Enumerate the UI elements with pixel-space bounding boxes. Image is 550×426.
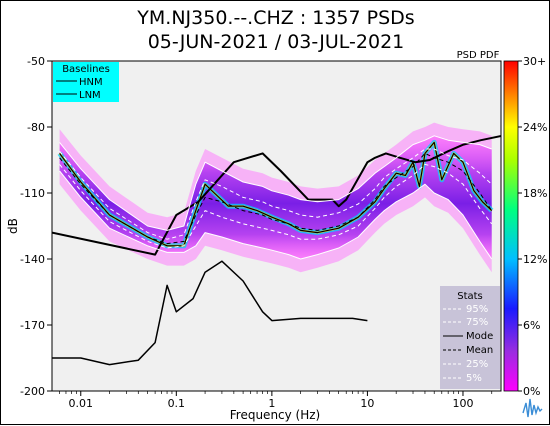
- series-line-mode: [59, 141, 493, 247]
- colorbar-label: PSD PDF: [457, 50, 500, 61]
- stats-legend: Stats 95% 75% Mode Mean 25% 5%: [440, 286, 500, 389]
- series-lines: [52, 134, 501, 366]
- y-tick-label: -140: [20, 253, 45, 266]
- colorbar-ticks: 30+ 24% 18% 12% 6% 0%: [518, 55, 547, 398]
- x-axis: 0.01 0.1 1 10 100: [59, 391, 493, 410]
- y-axis-label: dB: [6, 218, 20, 234]
- x-tick-label: 100: [452, 397, 473, 410]
- lnm-legend-label: LNM: [79, 90, 101, 101]
- waveform-logo-icon: [522, 398, 543, 418]
- p75-legend-label: 75%: [466, 317, 488, 328]
- stats-title: Stats: [457, 291, 483, 302]
- pdf-main-band: [59, 135, 492, 259]
- colorbar: [503, 60, 519, 392]
- p25-legend-label: 25%: [466, 359, 488, 370]
- p5-legend-label: 5%: [466, 373, 482, 384]
- baselines-title: Baselines: [62, 64, 110, 75]
- hnm-legend-label: HNM: [79, 77, 103, 88]
- x-axis-label: Frequency (Hz): [230, 408, 321, 422]
- y-axis: -50 -80 -110 -140 -170 -200: [20, 55, 52, 398]
- p95-legend-label: 95%: [466, 304, 488, 315]
- x-tick-label: 0.1: [168, 397, 186, 410]
- x-tick-label: 10: [360, 397, 374, 410]
- colorbar-tick-label: 12%: [523, 253, 547, 266]
- y-tick-label: -50: [27, 55, 45, 68]
- chart-subtitle: 05-JUN-2021 / 03-JUL-2021: [147, 31, 405, 53]
- chart-title: YM.NJ350.--.CHZ : 1357 PSDs: [137, 7, 415, 29]
- series-line-25pct: [59, 163, 493, 249]
- y-tick-label: -200: [20, 385, 45, 398]
- colorbar-tick-label: 24%: [523, 121, 547, 134]
- mean-legend-label: Mean: [466, 345, 493, 356]
- y-tick-label: -170: [20, 319, 45, 332]
- colorbar-tick-label: 30+: [523, 55, 546, 68]
- y-tick-label: -110: [20, 187, 45, 200]
- series-line-95pct: [59, 135, 492, 231]
- baselines-legend-bg: [53, 62, 119, 102]
- stats-legend-bg: [440, 286, 500, 389]
- colorbar-tick-label: 0%: [523, 385, 540, 398]
- y-tick-label: -80: [27, 121, 45, 134]
- series-line-75pct: [59, 148, 493, 240]
- mode-legend-label: Mode: [466, 331, 493, 342]
- series-line-lnm: [52, 260, 368, 366]
- x-tick-label: 1: [268, 397, 275, 410]
- colorbar-tick-label: 6%: [523, 319, 540, 332]
- x-tick-label: 0.01: [69, 397, 94, 410]
- baselines-legend: Baselines HNM LNM: [53, 62, 119, 102]
- colorbar-tick-label: 18%: [523, 187, 547, 200]
- series-line-5pct: [59, 170, 493, 260]
